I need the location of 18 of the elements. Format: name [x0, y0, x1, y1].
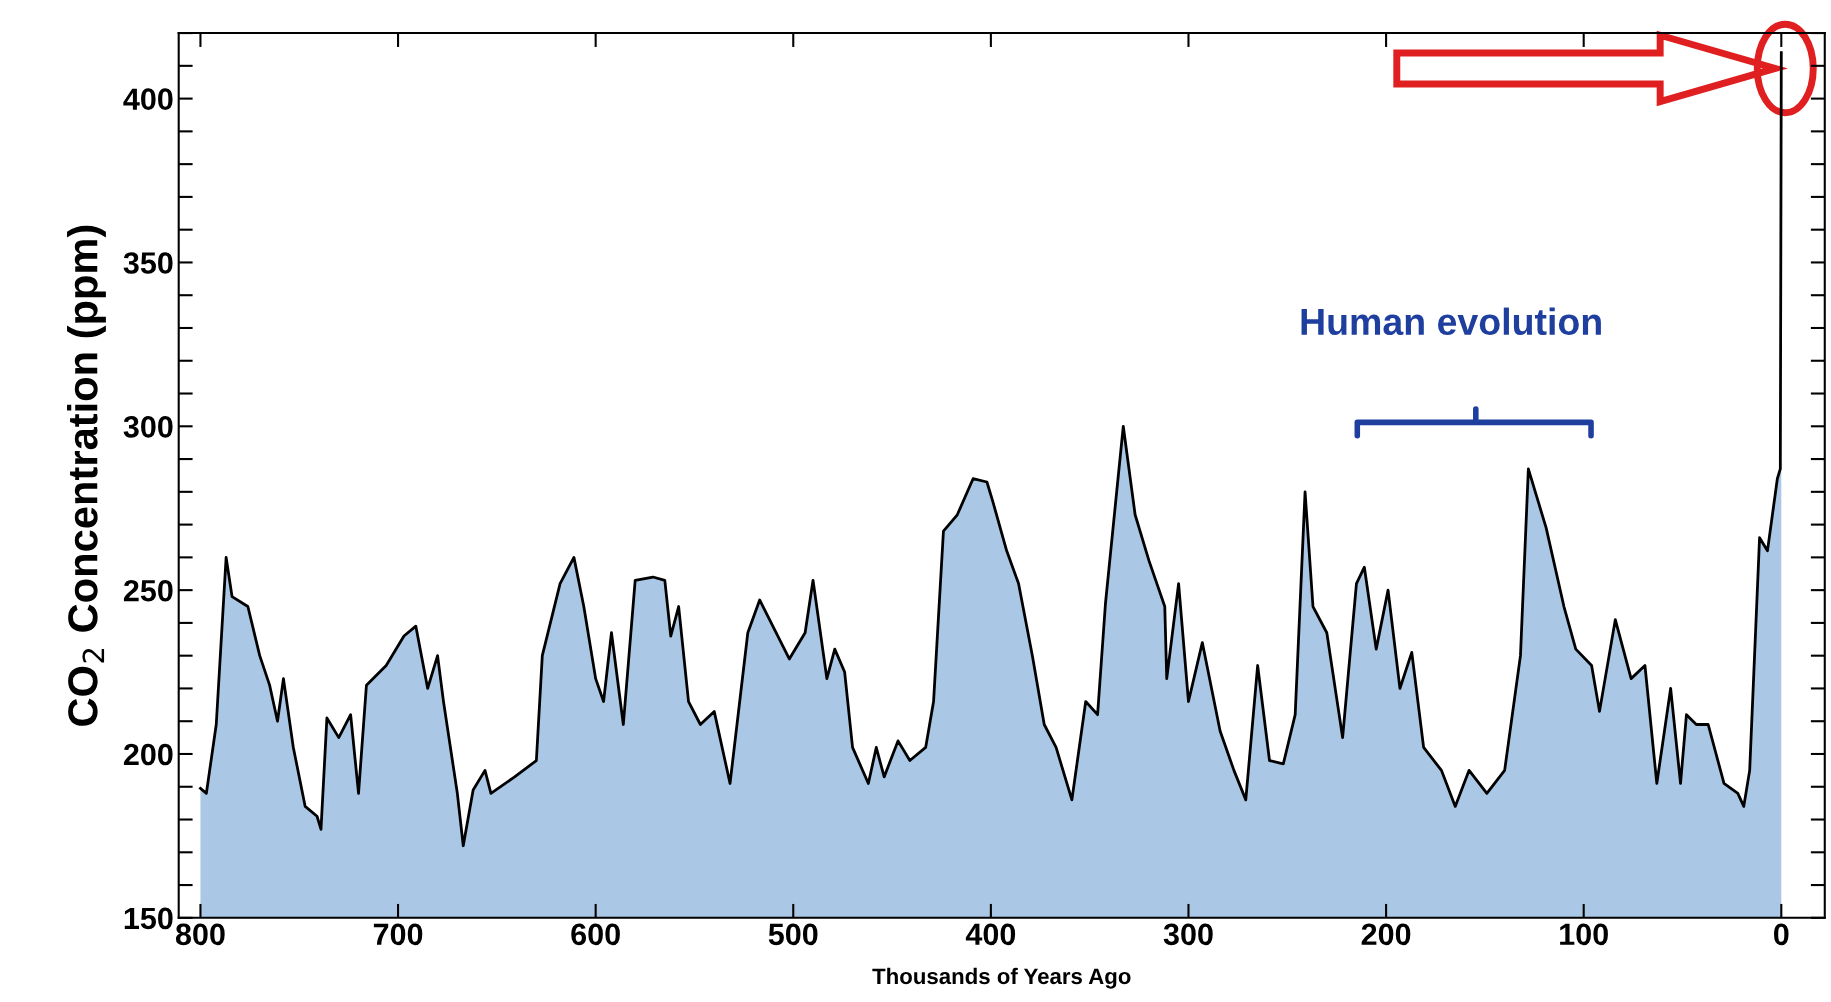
- y-tick-label: 400: [123, 88, 173, 110]
- x-tick-label: 400: [965, 923, 1016, 946]
- y-tick-label: 150: [124, 907, 173, 930]
- y-tick-label: 300: [123, 416, 173, 438]
- x-tick-label: 100: [1560, 923, 1608, 946]
- x-tick-label: 0: [1774, 923, 1789, 946]
- x-tick-label: 300: [1163, 923, 1213, 946]
- annotation: Human evolution: [1301, 307, 1601, 336]
- x-axis-title: Thousands of Years Ago: [872, 967, 1131, 989]
- x-tick-label: 600: [571, 923, 620, 946]
- y-tick-label: 200: [123, 743, 173, 766]
- x-tick-label: 500: [768, 923, 818, 946]
- x-tick-label: 200: [1361, 923, 1411, 946]
- y-tick-label: 350: [123, 252, 173, 274]
- y-tick-label: 250: [123, 579, 173, 602]
- x-tick-label: 800: [175, 923, 225, 946]
- x-tick-label: 700: [373, 923, 423, 946]
- y-axis-title: CO$_{2}$ Concentration (ppm): [67, 225, 106, 726]
